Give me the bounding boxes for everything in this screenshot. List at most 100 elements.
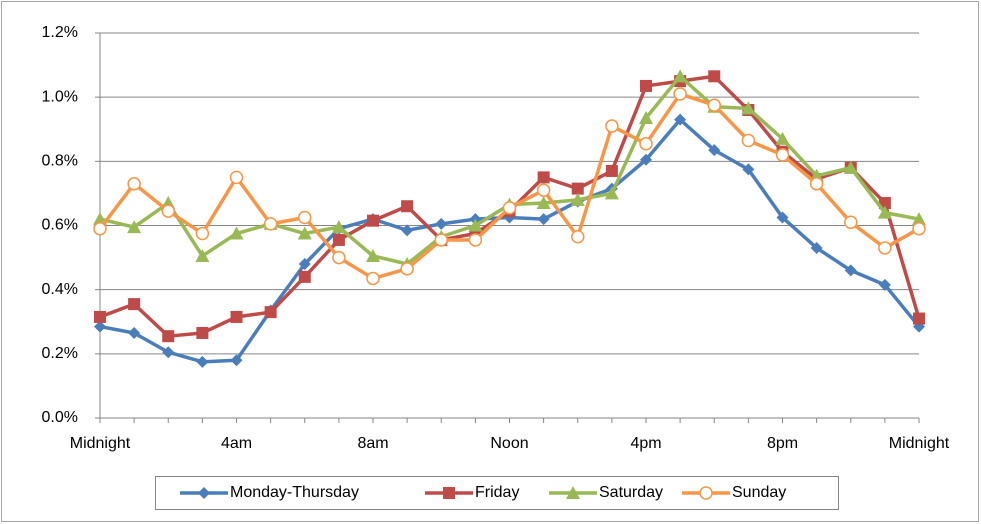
marker <box>263 217 278 231</box>
marker <box>331 220 346 234</box>
marker <box>673 87 687 101</box>
x-tick-label: Midnight <box>70 435 131 452</box>
marker <box>741 133 756 148</box>
marker <box>639 136 653 151</box>
marker <box>366 271 380 286</box>
marker <box>674 113 687 126</box>
marker <box>877 205 892 219</box>
marker <box>810 241 823 254</box>
marker <box>196 326 209 339</box>
marker <box>640 153 652 166</box>
marker <box>161 204 175 218</box>
marker <box>912 221 926 236</box>
y-tick-label: 0.6% <box>42 217 78 234</box>
x-tick-label: Midnight <box>889 435 950 452</box>
marker <box>844 264 857 277</box>
marker <box>195 248 210 262</box>
marker <box>566 486 580 499</box>
marker <box>699 486 713 500</box>
marker <box>298 210 312 225</box>
marker <box>332 250 346 265</box>
y-tick-label: 1.0% <box>42 88 78 105</box>
marker <box>332 233 345 246</box>
x-tick-label: 8pm <box>767 435 798 452</box>
marker <box>775 131 790 145</box>
legend-label: Friday <box>475 484 519 501</box>
marker <box>400 262 414 276</box>
marker <box>776 211 789 224</box>
marker <box>775 148 790 162</box>
marker <box>297 226 312 240</box>
marker <box>742 163 755 176</box>
series <box>93 87 926 286</box>
marker <box>162 346 175 359</box>
marker <box>571 229 585 244</box>
marker <box>605 164 618 177</box>
marker <box>536 196 551 210</box>
marker <box>468 218 483 232</box>
marker <box>741 101 756 115</box>
marker <box>195 226 210 241</box>
marker <box>435 217 448 230</box>
marker <box>604 186 619 200</box>
marker <box>707 98 721 112</box>
x-tick-label: 8am <box>357 435 388 452</box>
marker <box>366 248 380 262</box>
y-tick-label: 1.2% <box>42 24 78 41</box>
y-tick-label: 0.4% <box>42 281 78 298</box>
y-tick-label: 0.0% <box>42 409 78 426</box>
marker <box>93 221 107 236</box>
marker <box>809 177 824 191</box>
marker <box>640 79 652 92</box>
legend-label: Saturday <box>599 484 663 501</box>
y-tick-label: 0.8% <box>42 153 78 170</box>
marker <box>673 69 688 83</box>
marker <box>434 233 448 247</box>
marker <box>605 119 619 133</box>
marker <box>468 233 483 247</box>
marker <box>298 258 311 270</box>
marker <box>843 160 858 174</box>
marker <box>878 241 892 255</box>
marker <box>571 182 584 195</box>
legend-label: Monday-Thursday <box>230 484 359 501</box>
marker <box>128 326 141 339</box>
marker <box>298 270 311 283</box>
marker <box>708 144 721 157</box>
marker <box>570 192 585 206</box>
marker <box>502 201 517 215</box>
x-tick-label: 4pm <box>630 435 661 452</box>
y-tick-label: 0.2% <box>42 345 78 362</box>
marker <box>708 70 721 83</box>
marker <box>196 355 209 368</box>
legend-label: Sunday <box>732 484 786 501</box>
x-tick-label: Noon <box>490 435 528 452</box>
x-tick-label: 4am <box>221 435 252 452</box>
marker <box>913 312 925 325</box>
marker <box>639 111 653 125</box>
marker <box>878 278 891 291</box>
marker <box>443 487 455 499</box>
marker <box>912 212 926 226</box>
marker <box>264 306 277 319</box>
marker <box>401 224 414 237</box>
marker <box>536 183 551 197</box>
marker <box>127 177 141 191</box>
marker <box>230 354 243 367</box>
marker <box>367 214 379 227</box>
marker <box>128 298 141 311</box>
marker <box>537 213 550 226</box>
marker <box>162 330 175 343</box>
marker <box>844 215 858 230</box>
marker <box>94 320 106 333</box>
marker <box>229 170 244 185</box>
marker <box>198 487 210 499</box>
marker <box>230 310 243 323</box>
marker <box>127 220 142 234</box>
marker <box>401 200 414 213</box>
marker <box>537 171 550 184</box>
marker <box>94 310 106 323</box>
marker <box>229 226 244 240</box>
